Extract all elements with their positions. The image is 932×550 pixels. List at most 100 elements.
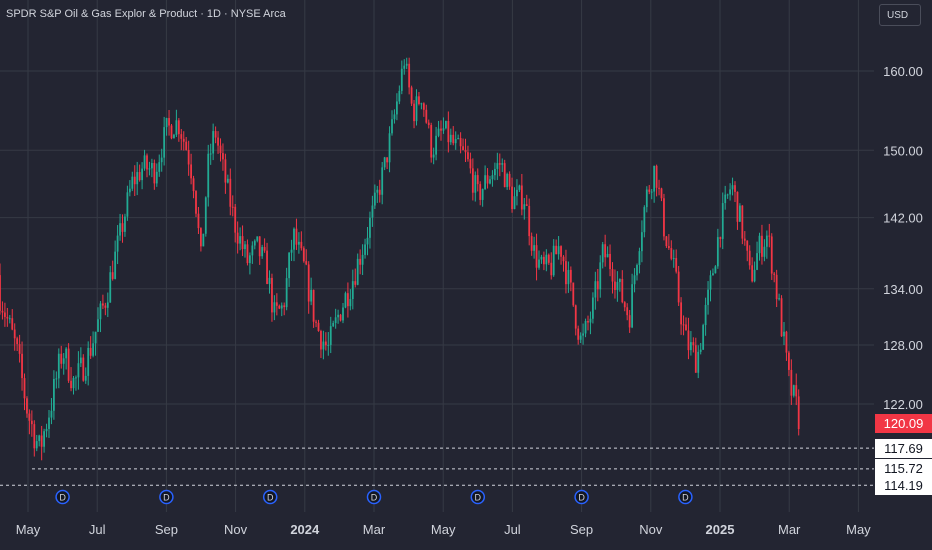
candle-down [692,342,695,346]
candle-down [339,314,342,321]
dividend-marker[interactable]: D [574,489,589,505]
candle-down [550,262,553,276]
candle-up [513,196,516,210]
candle-down [190,164,192,179]
candle-up [606,253,609,258]
x-tick-label: 2024 [290,522,320,537]
candle-up [65,348,68,359]
candle-down [182,138,185,142]
candle-up [290,249,293,253]
candle-down [82,357,85,381]
candle-up [369,217,371,238]
candle-down [28,413,31,421]
candle-up [778,298,780,300]
dividend-marker[interactable]: D [678,489,693,505]
candle-up [454,139,457,144]
candle-up [141,168,143,181]
x-tick-label: Jul [504,522,521,537]
candle-up [351,281,354,299]
candle-down [655,165,658,188]
candle-down [16,338,19,345]
candle-up [393,114,396,120]
candle-down [246,244,249,264]
candle-up [516,189,518,197]
candle-up [435,135,437,155]
candle-up [494,168,496,176]
dividend-marker[interactable]: D [159,489,174,505]
dividend-marker-circle [366,489,382,505]
candle-down [628,315,631,328]
candle-up [204,197,207,234]
candle-down [234,206,237,233]
candle-up [445,121,447,129]
candle-up [94,331,97,344]
candle-up [641,232,643,252]
candle-up [239,236,241,244]
candle-up [592,297,594,319]
candle-up [523,204,526,210]
candle-down [663,198,665,237]
candle-up [334,317,337,323]
candle-up [50,410,53,418]
candle-up [253,240,256,246]
candle-up [633,275,636,285]
x-tick-label: May [846,522,871,537]
candle-down [440,128,442,131]
candle-down [462,146,464,150]
candle-down [378,189,381,195]
candle-up [244,244,246,250]
candle-up [415,96,418,122]
candle-up [716,237,719,267]
candle-down [785,331,788,353]
dividend-marker[interactable]: D [366,489,382,505]
candle-up [356,258,359,285]
candle-up [709,275,712,290]
candle-up [57,353,60,379]
candle-down [479,184,482,200]
candle-up [349,298,352,307]
candle-up [437,128,440,136]
candle-down [658,187,660,189]
dividend-marker[interactable]: D [55,489,70,505]
candle-down [427,122,430,126]
candle-down [1,310,4,313]
candle-up [712,273,714,276]
candle-up [209,153,212,155]
candle-up [92,343,94,356]
candle-up [288,252,290,279]
candle-up [758,235,761,254]
candle-up [35,441,38,449]
candle-up [128,188,131,193]
candle-down [425,109,428,123]
candle-down [23,378,26,399]
y-tick-label: 134.00 [883,282,923,297]
candle-down [719,237,722,239]
candle-up [739,205,741,222]
candle-down [498,163,501,165]
x-tick-label: Sep [570,522,593,537]
candlesticks [0,57,800,461]
candle-down [469,159,472,169]
candle-up [8,318,11,320]
candle-down [386,157,388,163]
dividend-marker[interactable]: D [470,489,486,505]
candle-up [726,194,729,196]
candle-up [383,157,386,168]
currency-selector[interactable]: USD [879,4,921,26]
candle-up [163,127,166,158]
candle-up [332,322,335,327]
candle-down [413,103,415,122]
candle-up [344,293,347,308]
candle-down [694,345,697,373]
candle-up [151,163,153,169]
dividend-marker[interactable]: D [262,489,278,505]
candle-up [280,305,283,309]
candle-up [373,192,376,206]
candle-down [520,185,523,210]
candle-down [770,236,773,274]
candle-down [577,328,580,340]
candle-down [307,264,310,302]
candle-down [278,305,281,309]
